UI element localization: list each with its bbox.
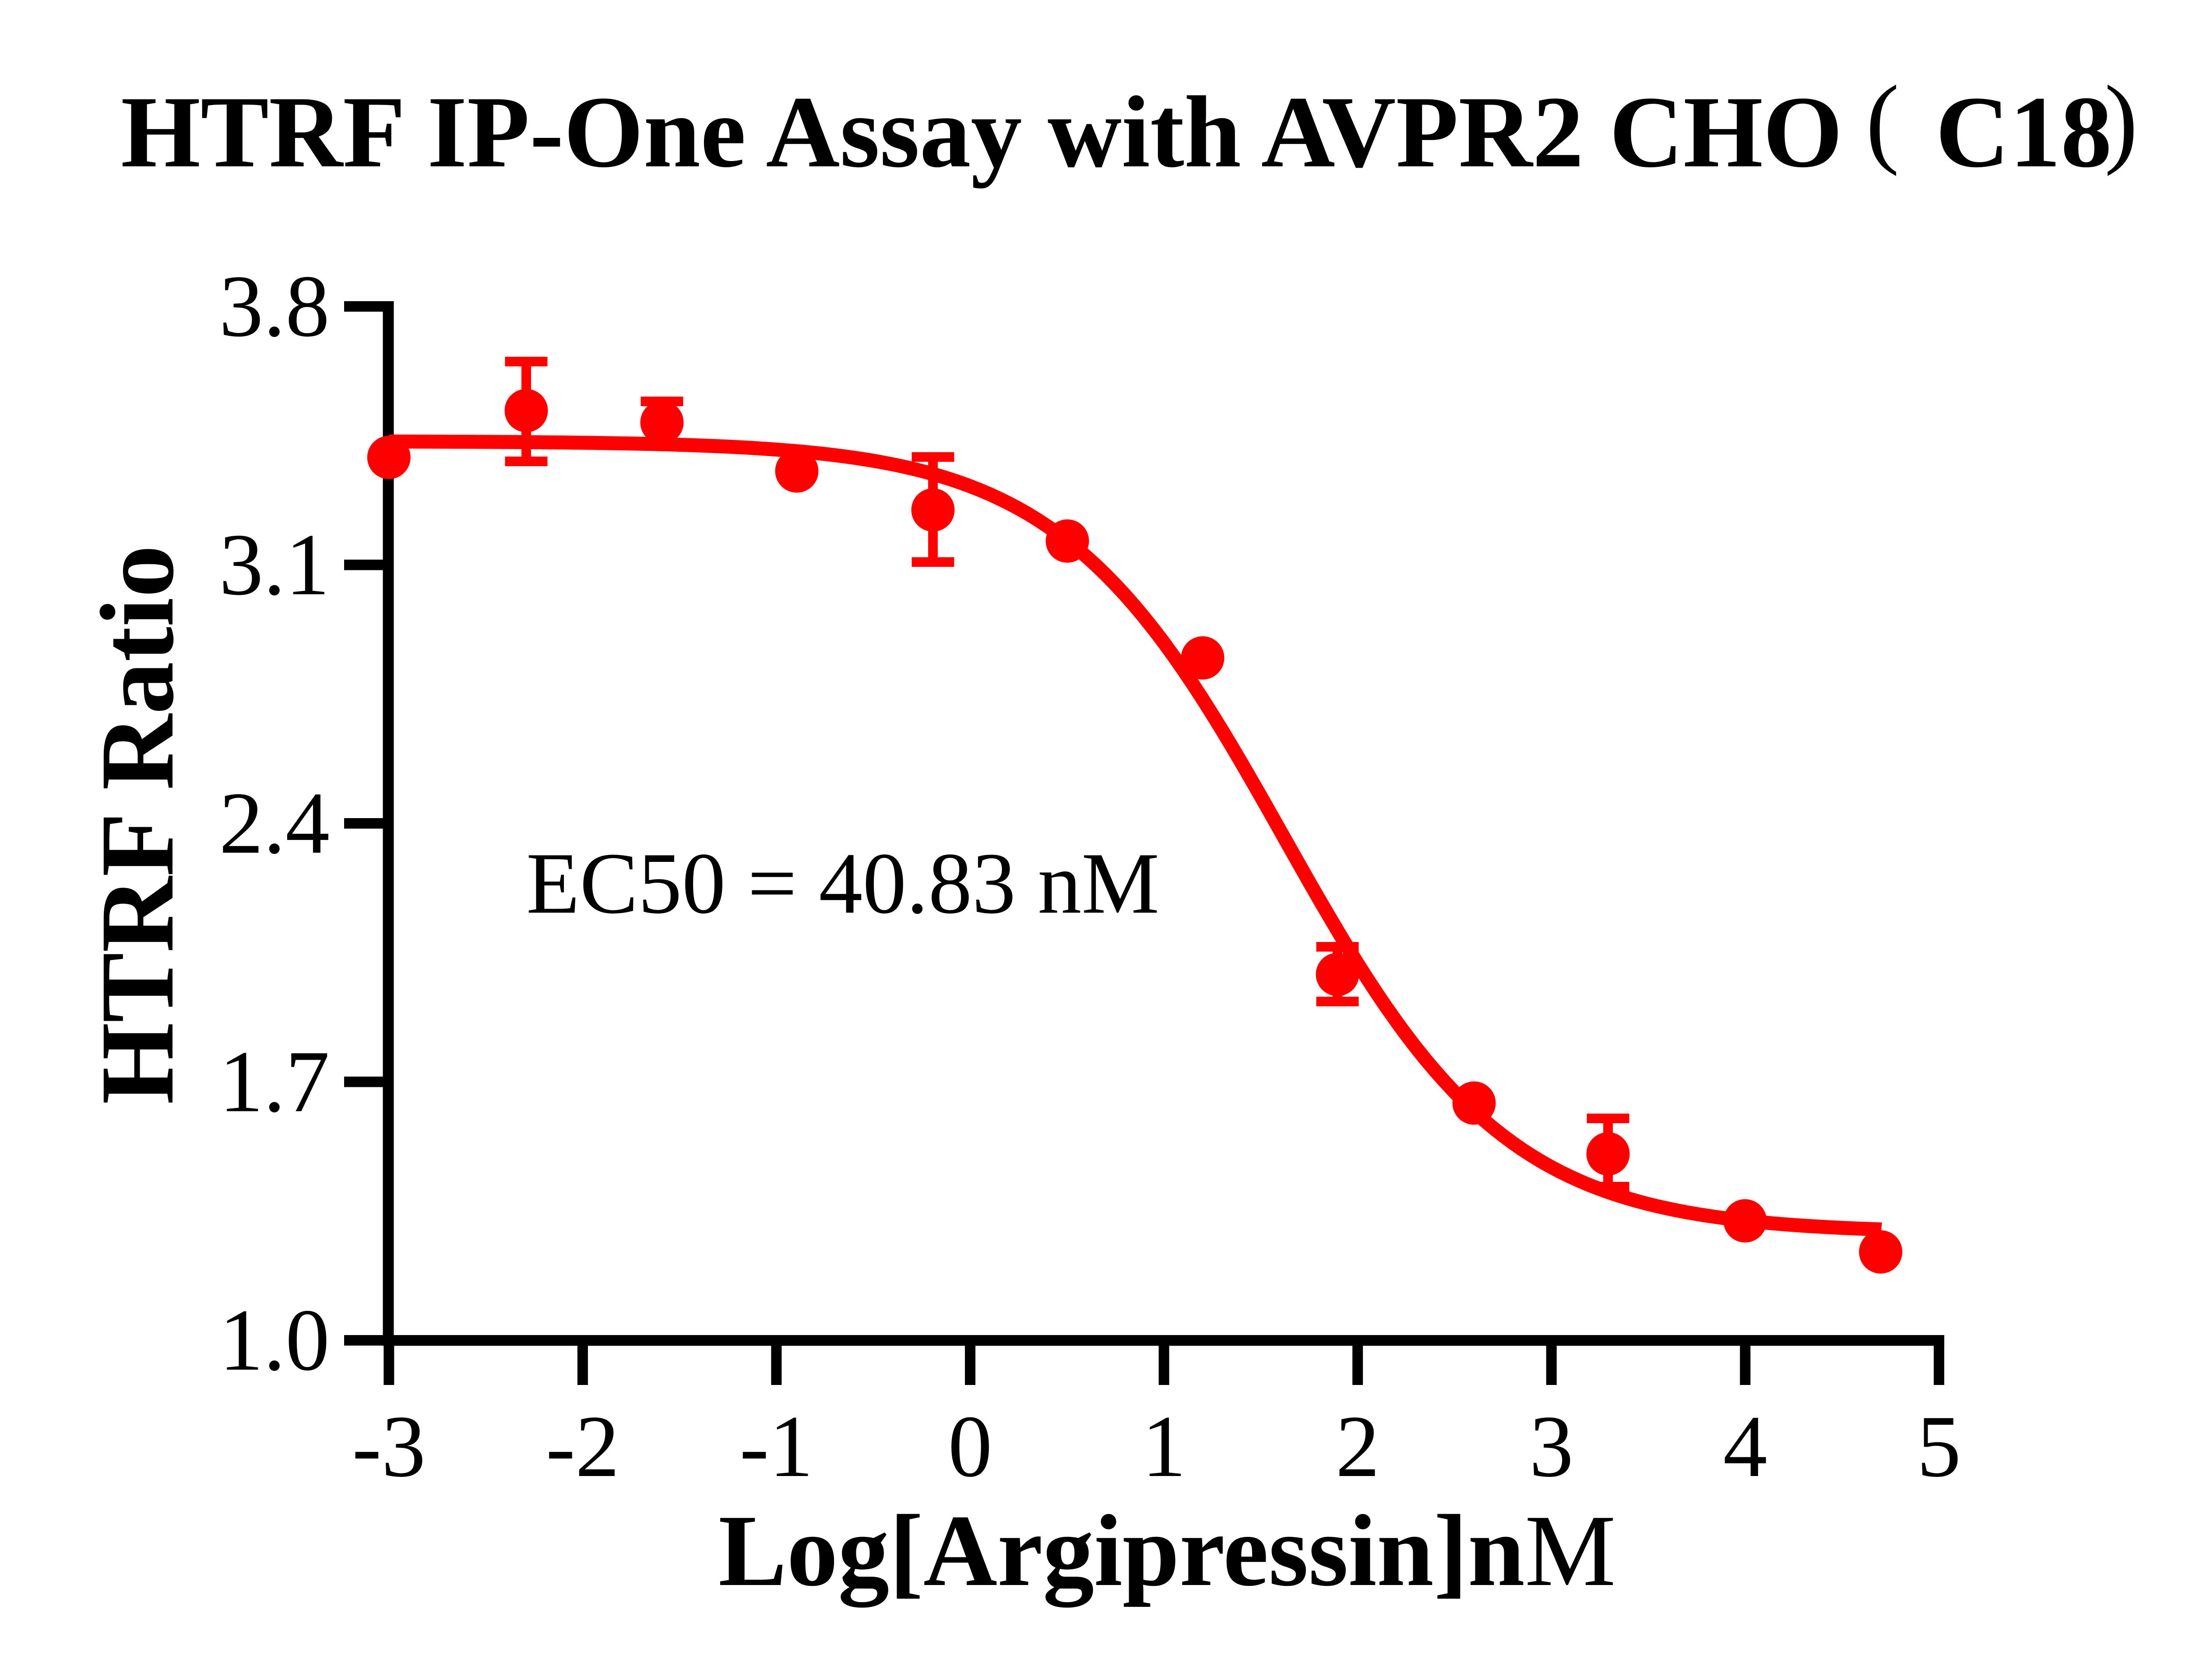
- svg-text:2.4: 2.4: [219, 774, 330, 872]
- svg-text:1: 1: [1142, 1397, 1186, 1495]
- svg-text:-3: -3: [352, 1397, 426, 1495]
- svg-text:0: 0: [948, 1397, 992, 1495]
- svg-text:4: 4: [1723, 1397, 1767, 1495]
- svg-text:HTRF Ratio: HTRF Ratio: [79, 545, 195, 1104]
- svg-text:HTRF IP-One Assay with AVPR2 C: HTRF IP-One Assay with AVPR2 CHO: [121, 75, 1843, 189]
- svg-text:2: 2: [1336, 1397, 1380, 1495]
- svg-text:1.7: 1.7: [219, 1033, 330, 1131]
- svg-text:5: 5: [1917, 1397, 1961, 1495]
- svg-text:3.8: 3.8: [219, 257, 330, 355]
- svg-text:-2: -2: [546, 1397, 619, 1495]
- svg-text:Log[Argipressin]nM: Log[Argipressin]nM: [718, 1494, 1616, 1608]
- svg-text:-1: -1: [739, 1397, 813, 1495]
- svg-text:(: (: [1866, 65, 1900, 176]
- svg-text:1.0: 1.0: [219, 1291, 330, 1389]
- svg-text:3: 3: [1529, 1397, 1573, 1495]
- svg-text:3.1: 3.1: [219, 516, 330, 614]
- svg-text:EC50 = 40.83 nM: EC50 = 40.83 nM: [526, 835, 1159, 932]
- svg-text:C18: C18: [1936, 75, 2112, 189]
- svg-text:): ): [2105, 65, 2138, 176]
